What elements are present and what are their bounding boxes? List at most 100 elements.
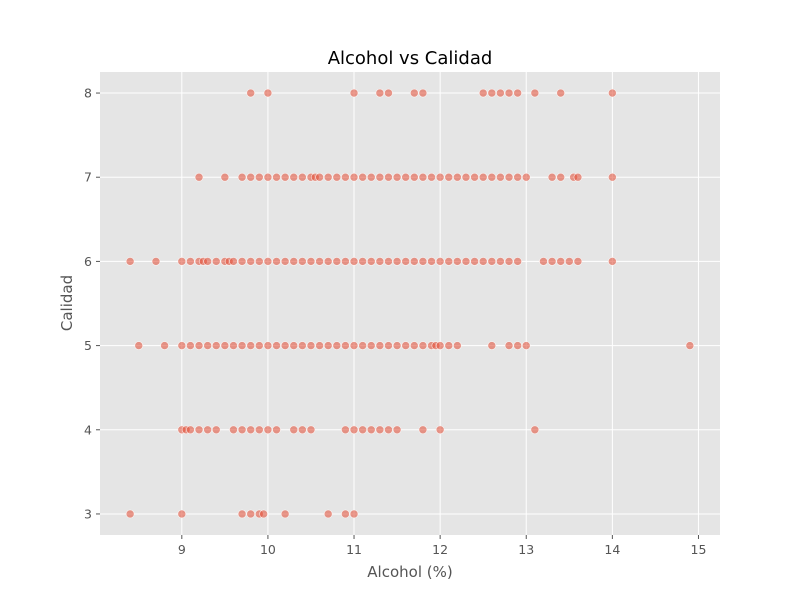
data-point [289, 172, 299, 182]
data-point [496, 172, 505, 182]
data-point [366, 172, 376, 182]
data-point [384, 425, 393, 435]
data-point [530, 425, 540, 435]
data-point [246, 88, 255, 98]
data-point [565, 257, 574, 266]
data-point [418, 172, 428, 182]
data-point [211, 257, 221, 266]
data-point [203, 341, 212, 350]
data-point [418, 341, 428, 350]
data-point [427, 172, 436, 182]
data-point [435, 425, 445, 435]
data-point [392, 172, 402, 182]
data-point [211, 341, 221, 350]
data-point [513, 172, 522, 182]
data-point [487, 341, 497, 350]
data-point [358, 341, 367, 350]
data-point [203, 257, 212, 266]
data-point [332, 172, 342, 182]
data-point [453, 257, 462, 266]
data-point [272, 257, 281, 266]
y-tick-label: 5 [84, 338, 92, 353]
data-point [453, 341, 462, 350]
data-point [246, 509, 255, 519]
data-point [349, 88, 359, 98]
data-point [125, 257, 135, 266]
data-point [453, 172, 462, 182]
data-point [177, 257, 187, 266]
data-point [573, 172, 583, 182]
y-tick-label: 8 [84, 86, 92, 101]
data-point [358, 172, 367, 182]
y-tick-label: 6 [84, 254, 92, 269]
data-point [375, 425, 385, 435]
data-point [255, 341, 264, 350]
x-tick-label: 11 [346, 542, 362, 557]
data-point [134, 341, 144, 350]
data-point [341, 172, 350, 182]
data-point [298, 341, 307, 350]
data-point [470, 257, 479, 266]
data-point [410, 172, 419, 182]
data-point [435, 172, 445, 182]
data-point [151, 257, 161, 266]
data-point [358, 257, 367, 266]
data-point [341, 509, 350, 519]
data-point [237, 425, 247, 435]
data-point [487, 257, 497, 266]
data-point [289, 425, 299, 435]
data-point [272, 425, 281, 435]
data-point [177, 341, 187, 350]
data-point [306, 341, 316, 350]
data-point [556, 257, 565, 266]
data-point [263, 172, 273, 182]
data-point [186, 257, 195, 266]
grid-lines [100, 72, 720, 535]
data-point [504, 341, 514, 350]
data-point [608, 172, 617, 182]
data-point [237, 341, 247, 350]
data-point [289, 341, 299, 350]
data-point [289, 257, 299, 266]
data-point [384, 341, 393, 350]
data-point [444, 172, 454, 182]
data-point [547, 257, 557, 266]
data-point [280, 257, 290, 266]
data-point [160, 341, 169, 350]
x-tick-label: 13 [518, 542, 534, 557]
data-point [229, 341, 238, 350]
data-point [186, 425, 195, 435]
data-point [272, 172, 281, 182]
data-point [461, 257, 471, 266]
data-point [521, 172, 531, 182]
data-point [366, 341, 376, 350]
data-point [487, 88, 497, 98]
data-point [259, 509, 268, 519]
data-point [435, 257, 445, 266]
data-point [375, 172, 385, 182]
y-tick-label: 7 [84, 170, 92, 185]
data-point [418, 425, 428, 435]
data-point [504, 257, 514, 266]
data-point [496, 88, 505, 98]
data-point [478, 172, 488, 182]
data-point [323, 341, 333, 350]
data-point [375, 341, 385, 350]
data-point [298, 172, 307, 182]
y-tick-label: 3 [84, 506, 92, 521]
data-point [410, 257, 419, 266]
data-point [237, 172, 247, 182]
data-point [255, 257, 264, 266]
data-point [401, 172, 410, 182]
data-point [496, 257, 505, 266]
data-point [470, 172, 479, 182]
data-point [504, 88, 514, 98]
data-point [410, 341, 419, 350]
data-point [444, 341, 454, 350]
data-point [280, 172, 290, 182]
y-axis-label: Calidad [58, 275, 76, 331]
data-point [444, 257, 454, 266]
data-point [556, 172, 565, 182]
data-point [410, 88, 419, 98]
x-tick-label: 12 [432, 542, 448, 557]
